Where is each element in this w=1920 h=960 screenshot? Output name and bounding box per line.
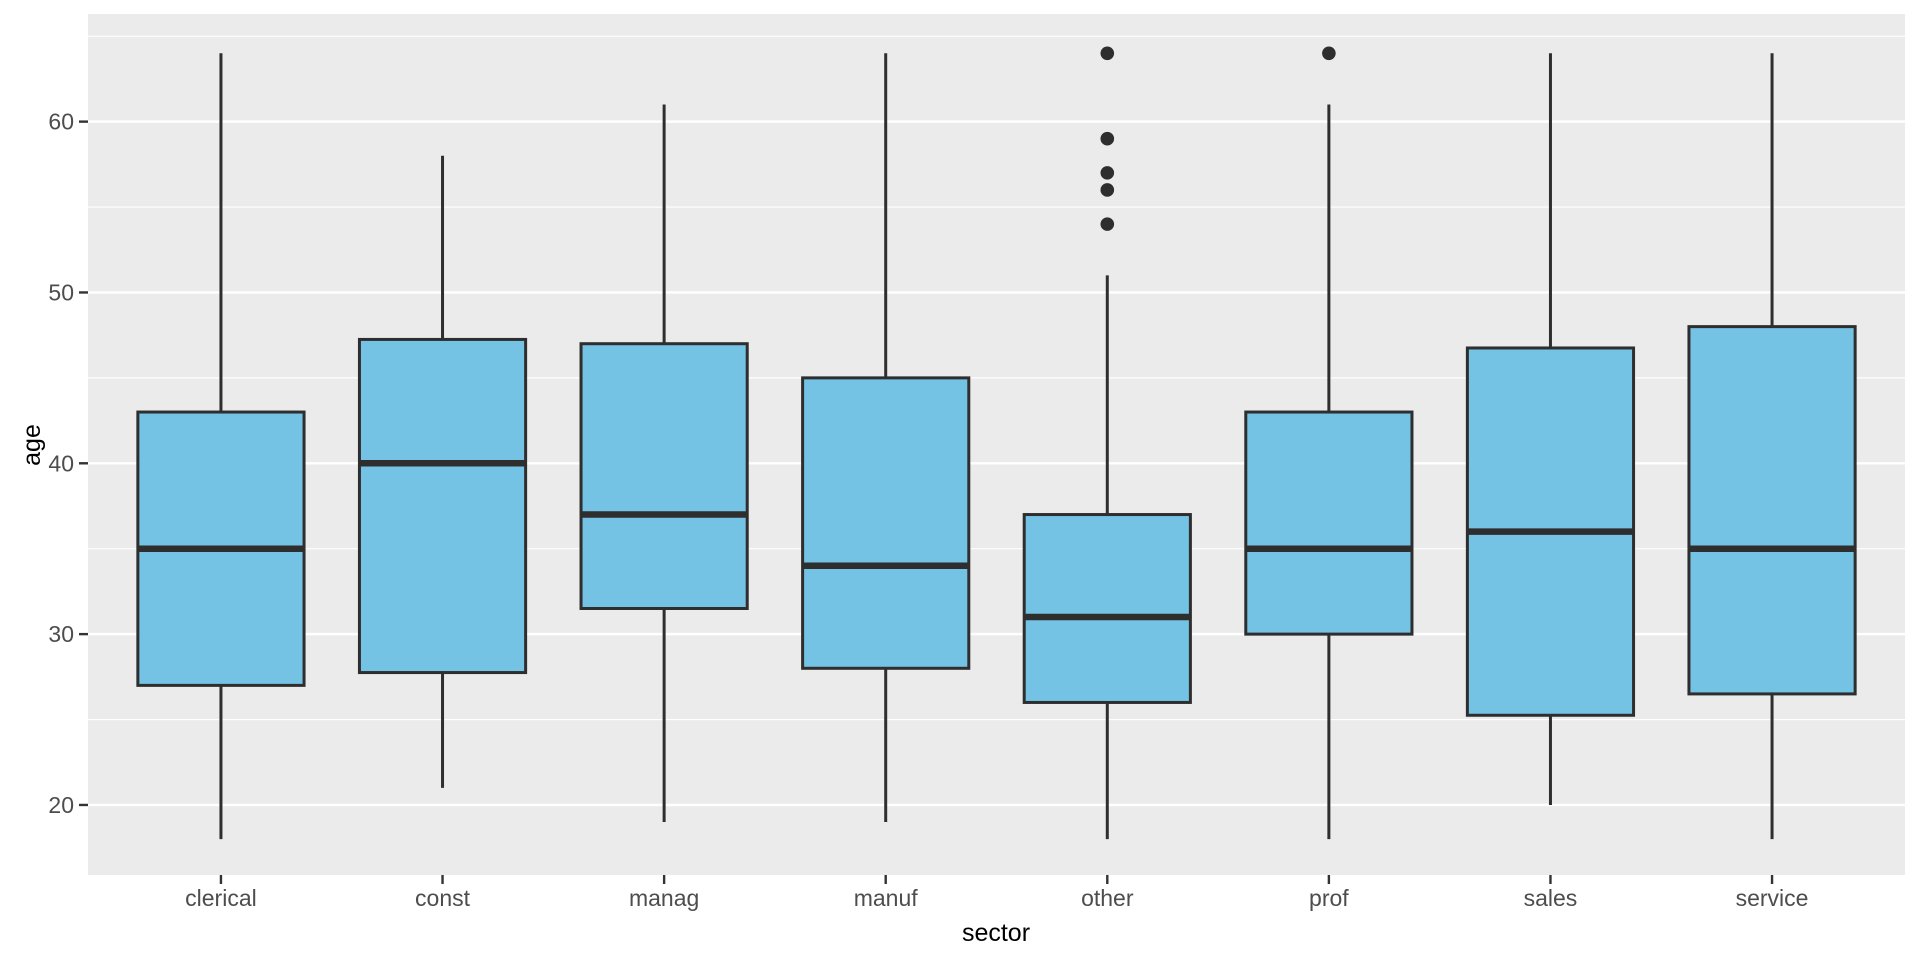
- x-tick-label-const: const: [415, 885, 471, 911]
- x-tick-label-clerical: clerical: [185, 885, 257, 911]
- y-tick-label-60: 60: [48, 109, 74, 135]
- outlier-point-other-3: [1100, 131, 1115, 146]
- box-prof: [1244, 410, 1414, 636]
- y-tick-label-20: 20: [48, 792, 74, 818]
- y-tick-label-50: 50: [48, 279, 74, 305]
- x-tick-label-prof: prof: [1309, 885, 1349, 911]
- outlier-point-prof-0: [1322, 46, 1336, 61]
- y-axis-title: age: [18, 424, 46, 466]
- y-tick-label-30: 30: [48, 621, 74, 647]
- y-tick-label-40: 40: [48, 450, 74, 476]
- box-manag: [579, 342, 749, 610]
- x-tick-label-other: other: [1081, 885, 1134, 911]
- x-tick-label-sales: sales: [1524, 885, 1578, 911]
- outlier-point-other-0: [1100, 217, 1115, 231]
- outlier-point-other-4: [1100, 46, 1115, 61]
- outlier-point-other-2: [1100, 166, 1115, 180]
- outlier-point-other-1: [1100, 183, 1115, 197]
- x-tick-label-manuf: manuf: [854, 885, 919, 911]
- plot-area: 20 30 40 50 60 clerical const manag manuf other pr…: [48, 14, 1905, 911]
- box-const: [357, 337, 528, 675]
- x-axis-title: sector: [962, 919, 1030, 947]
- x-tick-label-manag: manag: [629, 885, 699, 911]
- box-other: [1022, 513, 1192, 704]
- box-manuf: [801, 376, 971, 670]
- x-tick-label-service: service: [1736, 885, 1809, 911]
- box-service: [1687, 325, 1857, 696]
